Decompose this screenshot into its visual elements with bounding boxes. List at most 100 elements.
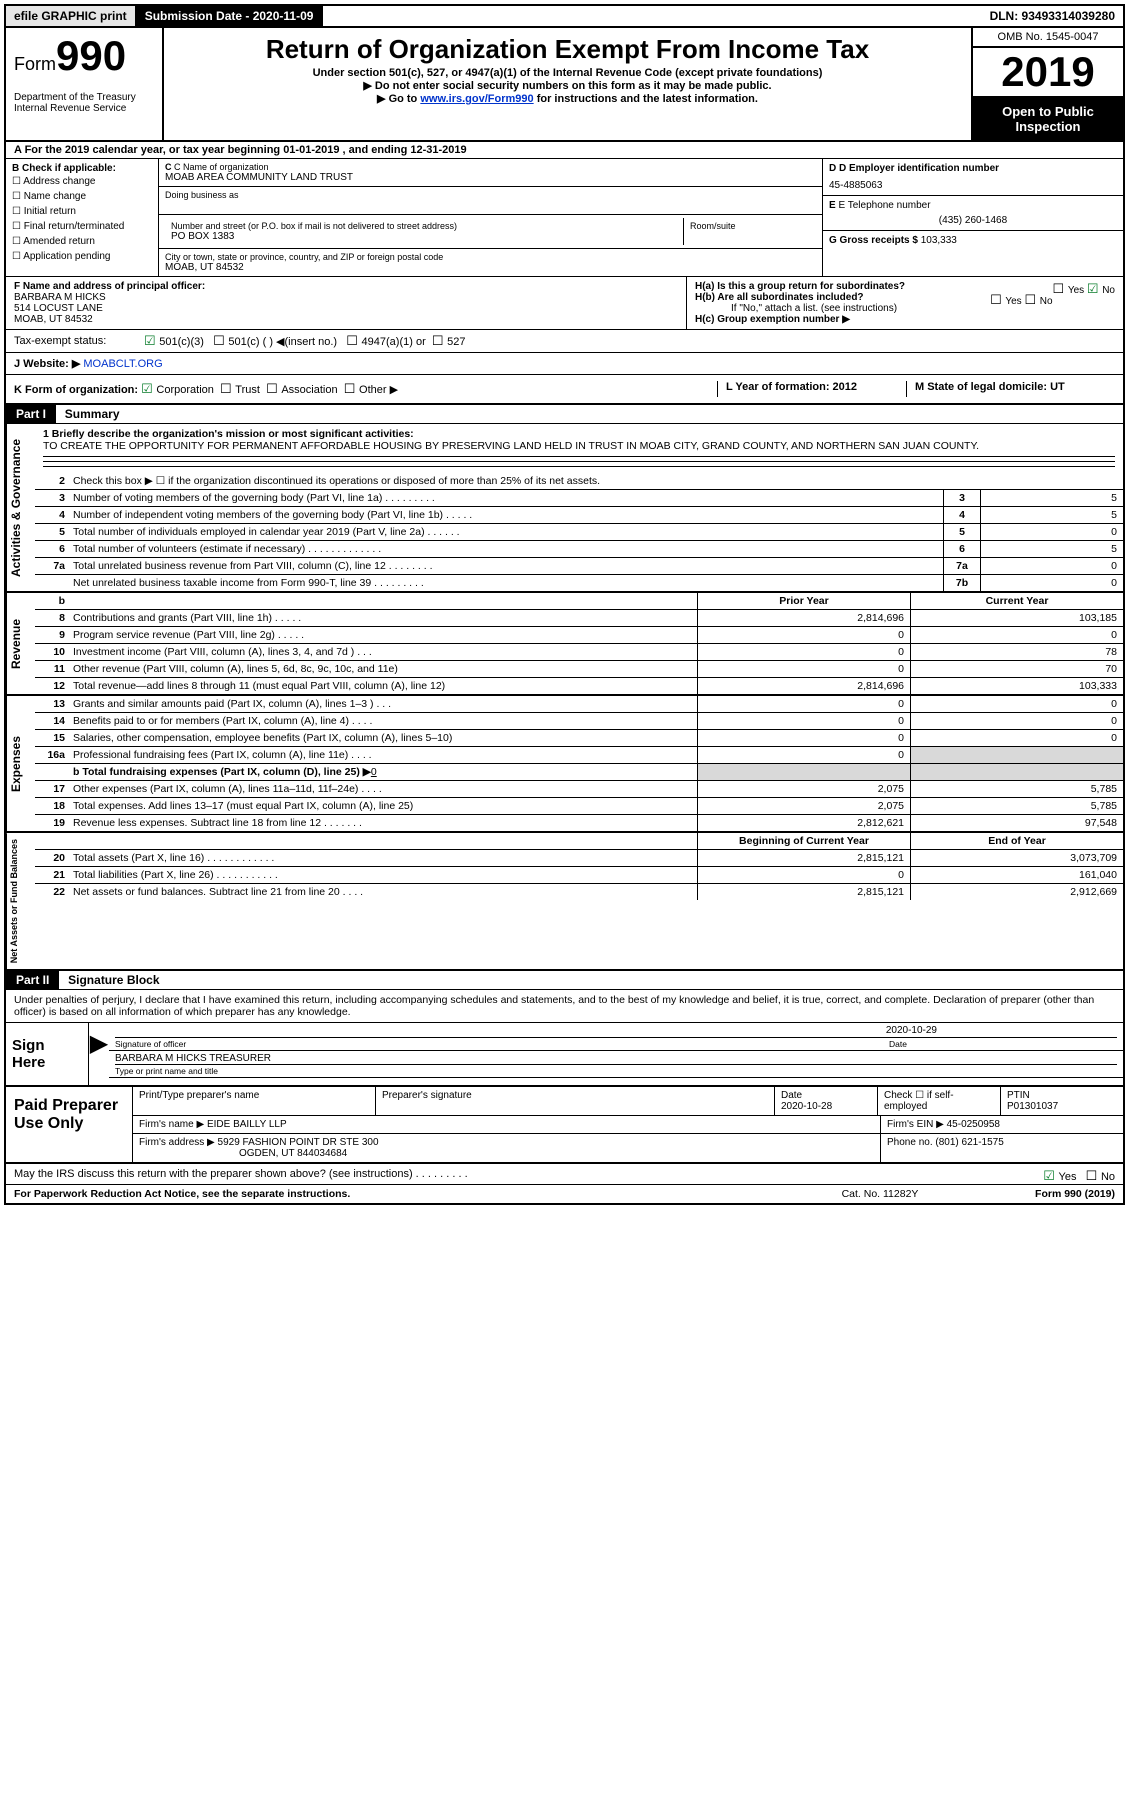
side-expenses: Expenses (6, 696, 35, 831)
line6: Total number of volunteers (estimate if … (69, 541, 943, 557)
mission-text: TO CREATE THE OPPORTUNITY FOR PERMANENT … (43, 440, 979, 452)
line12: Total revenue—add lines 8 through 11 (mu… (69, 678, 697, 694)
paperwork-notice: For Paperwork Reduction Act Notice, see … (14, 1188, 805, 1200)
self-employed[interactable]: Check ☐ if self-employed (878, 1087, 1001, 1115)
line19: Revenue less expenses. Subtract line 18 … (69, 815, 697, 831)
hc-label: H(c) Group exemption number ▶ (695, 314, 850, 325)
submission-date: Submission Date - 2020-11-09 (137, 6, 324, 26)
firm-name: EIDE BAILLY LLP (207, 1119, 287, 1130)
discuss-no[interactable]: No (1086, 1171, 1115, 1183)
firm-phone: (801) 621-1575 (935, 1137, 1003, 1148)
col-current: Current Year (910, 593, 1123, 609)
website-link[interactable]: MOABCLT.ORG (83, 358, 162, 370)
preparer-sig-hdr: Preparer's signature (376, 1087, 775, 1115)
part2-header: Part II Signature Block (6, 971, 1123, 990)
form-title: Return of Organization Exempt From Incom… (174, 34, 961, 65)
irs-link[interactable]: www.irs.gov/Form990 (420, 93, 533, 105)
chk-name-change[interactable]: Name change (12, 189, 152, 204)
ha-no[interactable]: No (1087, 285, 1115, 296)
line16a: Professional fundraising fees (Part IX, … (69, 747, 697, 763)
officer-printed-name: BARBARA M HICKS TREASURER (115, 1053, 1117, 1064)
chk-4947[interactable]: 4947(a)(1) or (346, 333, 425, 349)
v7a: 0 (980, 558, 1123, 574)
ein-value: 45-4885063 (829, 174, 1117, 191)
row-k: K Form of organization: Corporation Trus… (6, 375, 1123, 405)
state-domicile: M State of legal domicile: UT (906, 381, 1115, 397)
line8: Contributions and grants (Part VIII, lin… (69, 610, 697, 626)
chk-app-pending[interactable]: Application pending (12, 249, 152, 264)
discuss-yes[interactable]: Yes (1043, 1171, 1076, 1183)
city-state-zip: MOAB, UT 84532 (165, 262, 816, 273)
officer-addr2: MOAB, UT 84532 (14, 314, 93, 325)
street-label: Number and street (or P.O. box if mail i… (171, 221, 677, 231)
chk-trust[interactable]: Trust (220, 384, 260, 396)
perjury-declaration: Under penalties of perjury, I declare th… (6, 990, 1123, 1023)
chk-final-return[interactable]: Final return/terminated (12, 219, 152, 234)
col-end: End of Year (910, 833, 1123, 849)
line21: Total liabilities (Part X, line 26) . . … (69, 867, 697, 883)
paid-preparer-label: Paid Preparer Use Only (6, 1087, 133, 1162)
chk-amended[interactable]: Amended return (12, 234, 152, 249)
line14: Benefits paid to or for members (Part IX… (69, 713, 697, 729)
sign-here-label: Sign Here (6, 1023, 89, 1085)
dba-label: Doing business as (165, 190, 816, 200)
line10: Investment income (Part VIII, column (A)… (69, 644, 697, 660)
line2: Check this box ▶ ☐ if the organization d… (69, 473, 1123, 489)
box-c: C C Name of organization MOAB AREA COMMU… (159, 159, 822, 276)
line11: Other revenue (Part VIII, column (A), li… (69, 661, 697, 677)
line9: Program service revenue (Part VIII, line… (69, 627, 697, 643)
ha-yes[interactable]: Yes (1053, 285, 1085, 296)
v3: 5 (980, 490, 1123, 506)
hb-no[interactable]: No (1024, 296, 1052, 307)
section-f-h: F Name and address of principal officer:… (6, 277, 1123, 330)
room-suite-label: Room/suite (690, 221, 810, 231)
line7b: Net unrelated business taxable income fr… (69, 575, 943, 591)
line22: Net assets or fund balances. Subtract li… (69, 884, 697, 900)
firm-ein: 45-0250958 (947, 1119, 1000, 1130)
tax-year: 2019 (973, 48, 1123, 98)
chk-other[interactable]: Other ▶ (344, 384, 398, 396)
gross-receipts-label: G Gross receipts $ (829, 235, 918, 246)
preparer-name-hdr: Print/Type preparer's name (133, 1087, 376, 1115)
chk-initial-return[interactable]: Initial return (12, 204, 152, 219)
side-governance: Activities & Governance (6, 424, 35, 591)
line13: Grants and similar amounts paid (Part IX… (69, 696, 697, 712)
phone-value: (435) 260-1468 (829, 211, 1117, 226)
year-formation: L Year of formation: 2012 (717, 381, 906, 397)
v7b: 0 (980, 575, 1123, 591)
org-name-label: C C Name of organization (165, 162, 816, 172)
dept-treasury: Department of the Treasury Internal Reve… (14, 92, 154, 114)
efile-graphic-print[interactable]: efile GRAPHIC print (6, 6, 137, 26)
chk-527[interactable]: 527 (432, 333, 466, 349)
side-revenue: Revenue (6, 593, 35, 694)
chk-501c[interactable]: 501(c) ( ) ◀(insert no.) (213, 333, 337, 349)
v5: 0 (980, 524, 1123, 540)
sign-here-block: Sign Here ▶ 2020-10-29 Signature of offi… (6, 1023, 1123, 1087)
v4: 5 (980, 507, 1123, 523)
cat-no: Cat. No. 11282Y (805, 1188, 955, 1200)
subtitle-3: ▶ Go to www.irs.gov/Form990 for instruct… (174, 92, 961, 105)
paid-preparer-block: Paid Preparer Use Only Print/Type prepar… (6, 1087, 1123, 1164)
mission-block: 1 Briefly describe the organization's mi… (35, 424, 1123, 473)
boxes-d-e-g: D D Employer identification number 45-48… (822, 159, 1123, 276)
col-begin: Beginning of Current Year (697, 833, 910, 849)
row-a-tax-year: A For the 2019 calendar year, or tax yea… (6, 142, 1123, 159)
line5: Total number of individuals employed in … (69, 524, 943, 540)
arrow-icon: ▶ (89, 1023, 109, 1085)
org-name: MOAB AREA COMMUNITY LAND TRUST (165, 172, 816, 183)
hb-yes[interactable]: Yes (990, 296, 1022, 307)
omb-number: OMB No. 1545-0047 (973, 28, 1123, 48)
city-label: City or town, state or province, country… (165, 252, 816, 262)
line17: Other expenses (Part IX, column (A), lin… (69, 781, 697, 797)
firm-addr1: 5929 FASHION POINT DR STE 300 (218, 1137, 379, 1148)
ein-label: D D Employer identification number (829, 163, 999, 174)
chk-assoc[interactable]: Association (266, 384, 338, 396)
topbar: efile GRAPHIC print Submission Date - 20… (6, 6, 1123, 28)
chk-address-change[interactable]: Address change (12, 174, 152, 189)
line4: Number of independent voting members of … (69, 507, 943, 523)
chk-501c3[interactable]: 501(c)(3) (144, 333, 204, 349)
chk-corp[interactable]: Corporation (141, 384, 214, 396)
line16b: b Total fundraising expenses (Part IX, c… (69, 764, 697, 780)
form-ref: Form 990 (2019) (955, 1188, 1115, 1200)
row-j-website: J Website: ▶ MOABCLT.ORG (6, 353, 1123, 375)
